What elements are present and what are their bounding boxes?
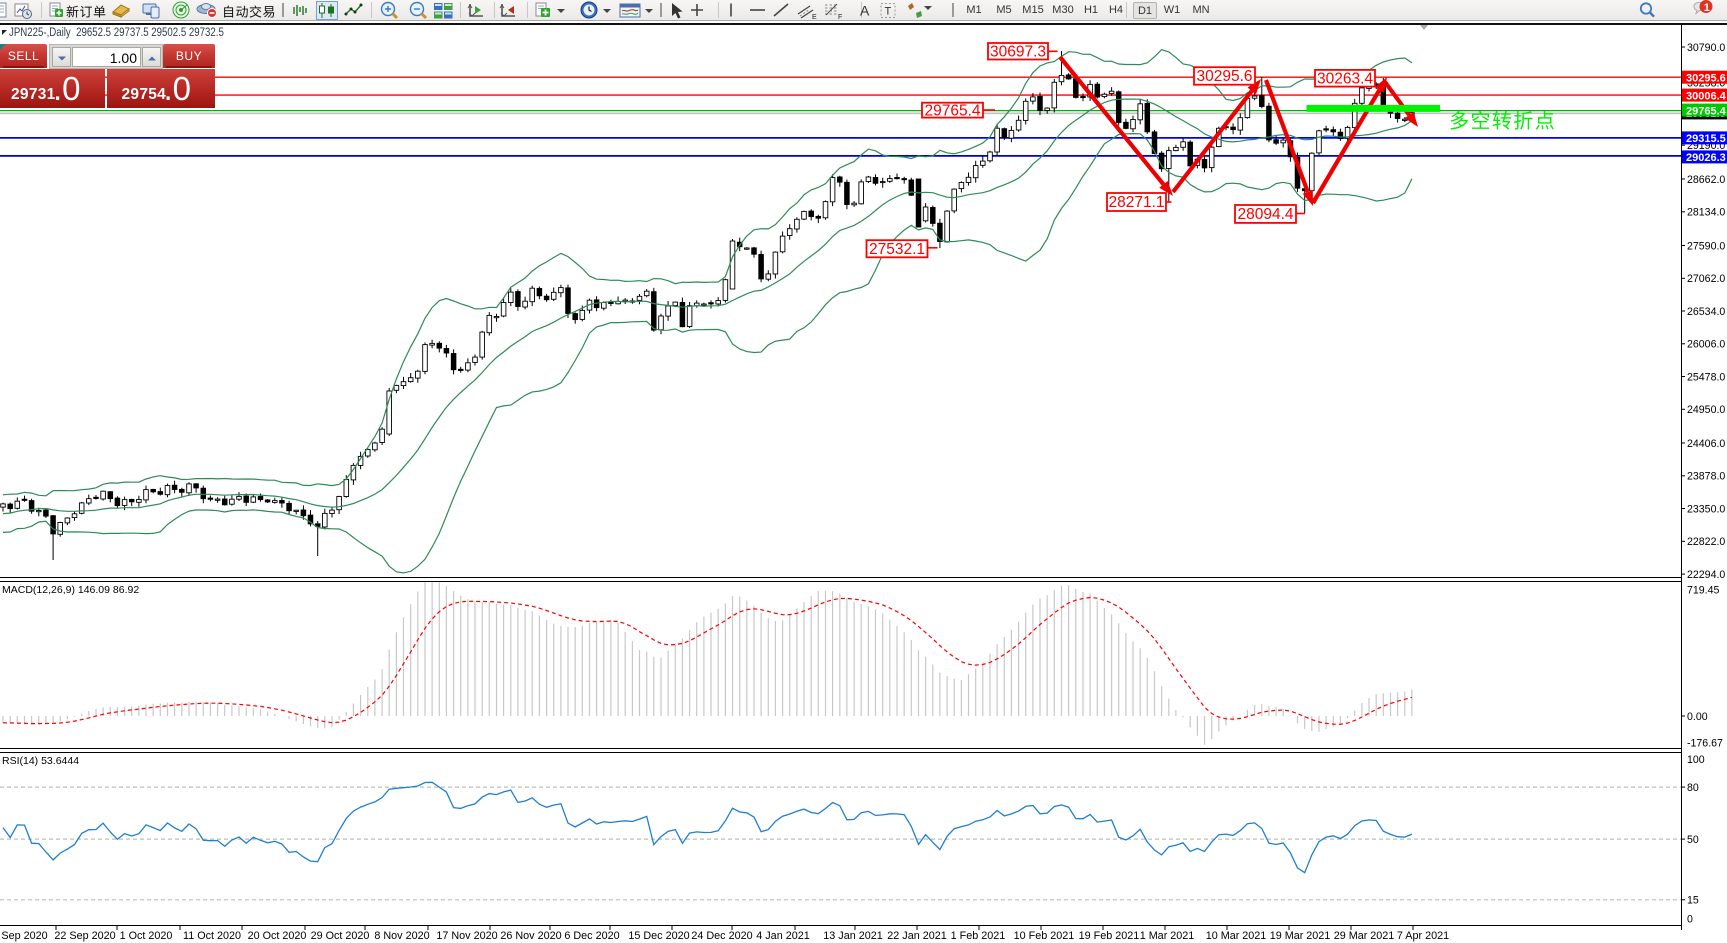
svg-text:15 Dec 2020: 15 Dec 2020 [628,930,689,942]
svg-text:24 Dec 2020: 24 Dec 2020 [691,930,752,942]
svg-text:29315.5: 29315.5 [1686,133,1726,145]
svg-text:30006.4: 30006.4 [1686,90,1727,102]
svg-text:30263.4: 30263.4 [1317,71,1373,88]
svg-text:24950.0: 24950.0 [1687,404,1725,416]
svg-text:1 Oct 2020: 1 Oct 2020 [120,930,173,942]
svg-text:28662.0: 28662.0 [1687,174,1725,186]
svg-text:25478.0: 25478.0 [1687,371,1725,383]
svg-text:10 Feb 2021: 10 Feb 2021 [1014,930,1075,942]
svg-text:19 Mar 2021: 19 Mar 2021 [1270,930,1331,942]
svg-text:29 Oct 2020: 29 Oct 2020 [311,930,370,942]
svg-text:-176.67: -176.67 [1687,737,1723,749]
svg-text:100: 100 [1687,754,1705,766]
svg-text:27590.0: 27590.0 [1687,240,1725,252]
svg-text:15: 15 [1687,895,1699,907]
svg-text:26534.0: 26534.0 [1687,306,1725,318]
svg-text:80: 80 [1687,782,1699,794]
svg-text:719.45: 719.45 [1687,584,1720,596]
svg-text:1 Feb 2021: 1 Feb 2021 [951,930,1006,942]
svg-text:22 Jan 2021: 22 Jan 2021 [887,930,946,942]
svg-text:A: A [860,3,870,19]
svg-text:50: 50 [1687,834,1699,846]
svg-text:23350.0: 23350.0 [1687,503,1725,515]
svg-text:4 Jan 2021: 4 Jan 2021 [756,930,809,942]
svg-text:22822.0: 22822.0 [1687,536,1725,548]
svg-text:3 Sep 2020: 3 Sep 2020 [0,930,48,942]
svg-text:0: 0 [1687,914,1693,926]
svg-text:T: T [885,6,892,18]
svg-text:22294.0: 22294.0 [1687,569,1725,581]
svg-text:29765.4: 29765.4 [924,102,980,119]
svg-text:27062.0: 27062.0 [1687,273,1725,285]
svg-text:F: F [838,14,842,21]
svg-text:6 Dec 2020: 6 Dec 2020 [564,930,619,942]
svg-text:26 Nov 2020: 26 Nov 2020 [500,930,561,942]
svg-text:30295.6: 30295.6 [1686,73,1726,85]
svg-text:29765.4: 29765.4 [1686,105,1727,117]
svg-text:1: 1 [1704,2,1710,14]
svg-text:30790.0: 30790.0 [1687,42,1725,54]
svg-text:7 Apr 2021: 7 Apr 2021 [1397,930,1449,942]
svg-text:10 Mar 2021: 10 Mar 2021 [1206,930,1267,942]
svg-text:29 Mar 2021: 29 Mar 2021 [1334,930,1395,942]
svg-text:30295.6: 30295.6 [1196,68,1252,85]
svg-text:13 Jan 2021: 13 Jan 2021 [823,930,882,942]
svg-text:27532.1: 27532.1 [869,241,925,258]
svg-text:23878.0: 23878.0 [1687,471,1725,483]
svg-text:28271.1: 28271.1 [1108,194,1164,211]
svg-text:8 Nov 2020: 8 Nov 2020 [374,930,429,942]
svg-text:24406.0: 24406.0 [1687,438,1725,450]
svg-text:29026.3: 29026.3 [1686,152,1726,164]
svg-text:30697.3: 30697.3 [990,44,1046,61]
svg-text:28134.0: 28134.0 [1687,207,1725,219]
svg-text:17 Nov 2020: 17 Nov 2020 [436,930,497,942]
svg-text:22 Sep 2020: 22 Sep 2020 [54,930,115,942]
svg-text:26006.0: 26006.0 [1687,339,1725,351]
svg-text:20 Oct 2020: 20 Oct 2020 [248,930,307,942]
svg-text:19 Feb 2021: 19 Feb 2021 [1079,930,1140,942]
svg-text:11 Oct 2020: 11 Oct 2020 [183,930,241,942]
svg-text:0.00: 0.00 [1687,711,1708,723]
svg-text:28094.4: 28094.4 [1237,206,1293,223]
svg-text:1 Mar 2021: 1 Mar 2021 [1140,930,1195,942]
svg-text:E: E [812,14,817,21]
